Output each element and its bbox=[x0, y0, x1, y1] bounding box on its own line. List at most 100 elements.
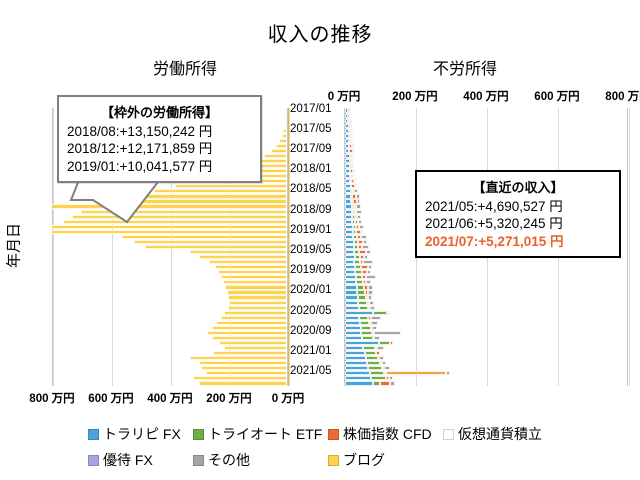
axis-tick-label: 0 万円 bbox=[271, 393, 305, 405]
bar-segment bbox=[354, 265, 361, 270]
bar-segment bbox=[363, 260, 373, 265]
table-row bbox=[345, 330, 627, 335]
bar-segment bbox=[349, 143, 353, 148]
table-row bbox=[53, 148, 287, 154]
bar-segment bbox=[361, 270, 367, 275]
table-row bbox=[345, 260, 627, 265]
bar-segment bbox=[367, 270, 371, 275]
category-label: 2017/09 bbox=[290, 142, 332, 155]
bar-segment bbox=[362, 275, 367, 280]
bar-segment bbox=[357, 239, 363, 244]
bar-segment bbox=[356, 199, 360, 204]
bar-segment bbox=[352, 194, 356, 199]
table-row bbox=[345, 113, 627, 118]
category-label: 2020/01 bbox=[290, 284, 332, 297]
bar-segment bbox=[345, 270, 356, 275]
bar-segment bbox=[350, 179, 354, 184]
bar-segment bbox=[371, 325, 377, 330]
bar-segment bbox=[352, 164, 355, 169]
category-label: 2018/05 bbox=[290, 183, 332, 196]
bar-segment bbox=[354, 189, 358, 194]
bar-labor-income bbox=[133, 239, 287, 244]
table-row bbox=[51, 229, 287, 234]
bar-segment bbox=[349, 113, 352, 118]
bar-segment bbox=[345, 164, 350, 169]
bar-segment bbox=[345, 371, 370, 376]
table-row bbox=[345, 310, 627, 315]
table-row bbox=[345, 340, 627, 346]
bar-segment bbox=[368, 265, 373, 270]
legend-item[interactable]: 株価指数 CFD bbox=[328, 424, 432, 444]
bar-labor-income bbox=[220, 315, 287, 320]
bar-segment bbox=[386, 376, 389, 381]
bar-segment bbox=[349, 148, 353, 154]
bar-segment bbox=[350, 128, 353, 133]
bar-segment bbox=[345, 214, 353, 219]
legend-item[interactable]: その他 bbox=[193, 450, 250, 470]
legend-item[interactable]: ブログ bbox=[328, 450, 385, 470]
table-row bbox=[345, 265, 627, 270]
bar-segment bbox=[348, 138, 351, 143]
table-row bbox=[53, 255, 287, 260]
legend-label: その他 bbox=[208, 452, 250, 468]
bar-segment bbox=[345, 340, 379, 346]
bar-segment bbox=[345, 300, 359, 305]
bar-segment bbox=[354, 209, 357, 214]
bar-segment bbox=[345, 275, 356, 280]
subtitle-right: 不労所得 bbox=[432, 61, 497, 78]
plot-area-passive-income bbox=[344, 108, 630, 386]
bar-labor-income bbox=[285, 113, 287, 118]
legend-item[interactable]: トラリピ FX bbox=[88, 424, 181, 444]
table-row bbox=[53, 113, 287, 118]
category-label: 2020/09 bbox=[290, 324, 332, 337]
bar-segment bbox=[358, 219, 363, 224]
bar-segment bbox=[377, 356, 380, 361]
bar-segment bbox=[365, 356, 378, 361]
bar-segment bbox=[369, 320, 372, 325]
bar-segment bbox=[364, 255, 368, 260]
bar-labor-income bbox=[174, 184, 287, 189]
category-label: 2021/01 bbox=[290, 345, 332, 358]
bar-segment bbox=[373, 330, 402, 335]
bar-labor-income bbox=[205, 371, 287, 376]
bar-segment bbox=[356, 280, 364, 285]
gridline bbox=[629, 108, 630, 386]
bar-segment bbox=[359, 260, 364, 265]
legend-item[interactable]: 優待 FX bbox=[88, 450, 153, 470]
legend-swatch-icon bbox=[443, 428, 454, 440]
table-row bbox=[53, 270, 287, 275]
table-row bbox=[345, 229, 627, 234]
bar-labor-income bbox=[222, 280, 287, 285]
table-row bbox=[345, 209, 627, 214]
gridline bbox=[53, 108, 54, 386]
bar-labor-income bbox=[62, 219, 287, 224]
bar-segment bbox=[369, 305, 375, 310]
bar-segment bbox=[351, 204, 354, 209]
bar-labor-income bbox=[223, 346, 287, 351]
table-row bbox=[51, 204, 287, 209]
bar-segment bbox=[359, 249, 366, 255]
bar-segment bbox=[369, 300, 374, 305]
legend-swatch-icon bbox=[328, 428, 339, 440]
bar-segment bbox=[345, 330, 362, 335]
bar-segment bbox=[359, 320, 370, 325]
bar-segment bbox=[379, 361, 382, 366]
legend-item[interactable]: トライオート ETF bbox=[193, 424, 322, 444]
bar-segment bbox=[369, 371, 385, 376]
bar-segment bbox=[354, 255, 360, 260]
gridline bbox=[112, 108, 113, 386]
legend-item[interactable]: 仮想通貨積立 bbox=[443, 424, 542, 444]
bar-segment bbox=[354, 260, 360, 265]
bar-segment bbox=[345, 159, 350, 164]
bar-segment bbox=[374, 346, 377, 351]
bar-segment bbox=[345, 108, 348, 113]
bar-labor-income bbox=[220, 275, 287, 280]
bar-segment bbox=[361, 244, 370, 250]
bar-segment bbox=[345, 229, 353, 234]
bar-labor-income bbox=[71, 214, 287, 219]
bar-segment bbox=[357, 290, 365, 295]
table-row bbox=[345, 174, 627, 179]
bar-segment bbox=[345, 143, 350, 148]
bar-segment bbox=[345, 325, 361, 330]
